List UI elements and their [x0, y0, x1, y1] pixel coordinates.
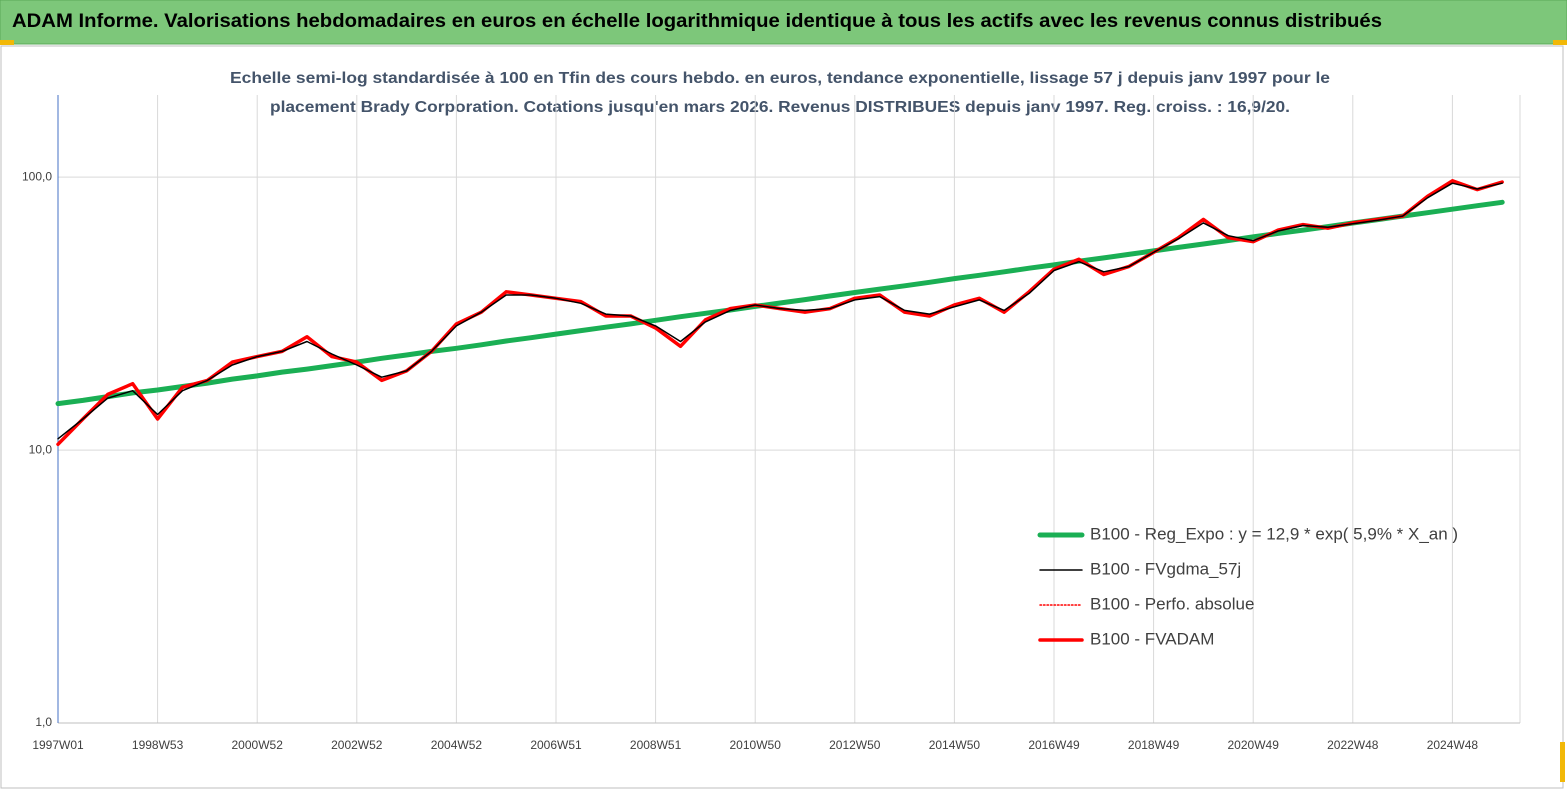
- y-tick-label: 1,0: [35, 715, 52, 729]
- x-tick-label: 2022W48: [1327, 738, 1379, 752]
- legend-label: B100 - FVADAM: [1090, 629, 1214, 648]
- legend-label: B100 - Reg_Expo : y = 12,9 * exp( 5,9% *…: [1090, 524, 1458, 543]
- x-tick-label: 2016W49: [1028, 738, 1080, 752]
- x-tick-label: 2004W52: [431, 738, 483, 752]
- x-tick-label: 2024W48: [1427, 738, 1479, 752]
- legend-label: B100 - FVgdma_57j: [1090, 559, 1241, 578]
- y-tick-label: 100,0: [22, 169, 52, 183]
- title-band: [0, 0, 1567, 45]
- chart-title: ADAM Informe. Valorisations hebdomadaire…: [12, 11, 1382, 32]
- x-tick-label: 2006W51: [530, 738, 582, 752]
- x-tick-label: 2008W51: [630, 738, 682, 752]
- x-tick-label: 2000W52: [232, 738, 284, 752]
- x-tick-label: 2010W50: [730, 738, 782, 752]
- series-line: [57, 182, 1503, 440]
- x-tick-label: 1998W53: [132, 738, 184, 752]
- x-tick-label: 2018W49: [1128, 738, 1180, 752]
- corner: [0, 40, 14, 45]
- x-tick-label: 1997W01: [32, 738, 84, 752]
- y-tick-label: 10,0: [29, 442, 53, 456]
- chart-subtitle: Echelle semi-log standardisée à 100 en T…: [230, 70, 1330, 87]
- x-tick-label: 2020W49: [1228, 738, 1280, 752]
- series-line: [55, 199, 1505, 407]
- corner: [1553, 40, 1567, 45]
- legend-label: B100 - Perfo. absolue: [1090, 594, 1254, 613]
- corner: [1560, 742, 1565, 782]
- x-tick-label: 2002W52: [331, 738, 383, 752]
- x-tick-label: 2014W50: [929, 738, 981, 752]
- chart-frame: [0, 45, 1564, 789]
- x-tick-label: 2012W50: [829, 738, 881, 752]
- chart-subtitle: placement Brady Corporation. Cotations j…: [270, 99, 1290, 116]
